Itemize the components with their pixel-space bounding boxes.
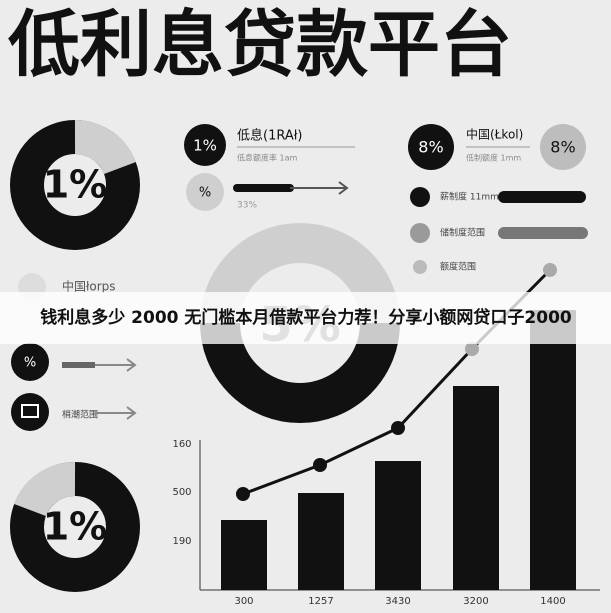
y-label: 160 — [172, 439, 191, 450]
y-label: 500 — [172, 487, 191, 498]
point — [313, 458, 327, 472]
badge-text: % — [24, 356, 36, 371]
arrow — [95, 358, 137, 372]
bar — [375, 461, 421, 590]
title: 低利息贷款平台 — [8, 3, 512, 87]
icon — [410, 187, 430, 207]
banner-text: 钱利息多少 2000 无门槛本月借款平台力荐！分享小额网贷口子2000 — [40, 307, 572, 328]
arrow — [290, 181, 349, 195]
donut-label: 1% — [43, 505, 108, 549]
sub: 33% — [237, 201, 257, 211]
bar — [298, 493, 344, 590]
point — [391, 421, 405, 435]
sub: 低息额度率 1am — [237, 153, 298, 163]
icon — [11, 393, 49, 431]
item-label: 薪制度 11mm — [440, 191, 499, 203]
label: 中国łorps — [62, 279, 116, 294]
badge — [11, 343, 49, 381]
icon — [410, 223, 430, 243]
badge-text: 8% — [418, 138, 443, 157]
x-label: 3430 — [385, 596, 410, 607]
y-label: 190 — [172, 536, 191, 547]
label: 低息(1RAł) — [237, 128, 303, 144]
donut-segment — [14, 461, 76, 517]
sub: 低制额度 1mm — [466, 153, 521, 163]
badge-text: % — [199, 186, 211, 201]
bar — [221, 520, 267, 590]
badge — [408, 124, 454, 170]
point — [465, 342, 479, 356]
donut-label: 1% — [43, 163, 108, 207]
x-label: 300 — [234, 596, 253, 607]
icon — [413, 260, 427, 274]
banner — [0, 292, 611, 344]
x-label: 3200 — [463, 596, 488, 607]
badge-text: 1% — [193, 137, 217, 155]
arrow — [95, 406, 137, 420]
point — [543, 263, 557, 277]
bar — [530, 310, 576, 590]
icon-glyph — [21, 404, 39, 418]
badge-text: 8% — [550, 138, 575, 157]
item-label: 额度范围 — [440, 261, 476, 273]
label: 中国(Łkol) — [466, 127, 523, 142]
badge — [184, 124, 226, 166]
badge — [186, 173, 224, 211]
donut-segment — [200, 322, 400, 423]
donut-segment — [74, 119, 136, 175]
item-label: 储制度范围 — [440, 227, 485, 239]
x-label: 1257 — [308, 596, 333, 607]
x-label: 1400 — [540, 596, 565, 607]
badge — [540, 124, 586, 170]
bar — [453, 386, 499, 590]
point — [236, 487, 250, 501]
item-label: 梢潮范围 — [62, 409, 98, 421]
